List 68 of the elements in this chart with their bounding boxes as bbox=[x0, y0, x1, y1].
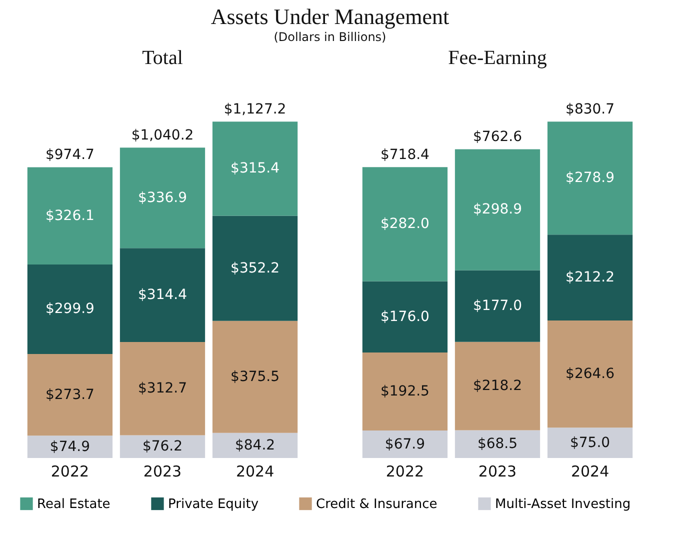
bar bbox=[27, 354, 113, 436]
bar bbox=[547, 428, 633, 458]
data-label: $67.9 bbox=[384, 436, 426, 452]
bar bbox=[362, 430, 448, 458]
bar bbox=[27, 167, 113, 264]
bar bbox=[547, 320, 633, 428]
data-label: $264.6 bbox=[566, 366, 615, 382]
data-label: $278.9 bbox=[566, 170, 615, 186]
x-tick-label: 2023 bbox=[143, 462, 182, 480]
x-tick-label: 2022 bbox=[386, 462, 424, 480]
legend-label: Multi-Asset Investing bbox=[495, 496, 631, 512]
legend-label: Real Estate bbox=[37, 496, 110, 512]
data-label: $212.2 bbox=[566, 270, 615, 286]
data-label: $282.0 bbox=[380, 216, 430, 232]
data-label: $299.9 bbox=[45, 301, 94, 318]
bar bbox=[454, 270, 540, 342]
bar bbox=[547, 122, 633, 235]
x-tick-label: 2024 bbox=[570, 462, 610, 480]
chart-title: Fee-Earning bbox=[448, 47, 547, 69]
data-label: $298.9 bbox=[473, 202, 522, 218]
total-label: $762.6 bbox=[473, 129, 522, 146]
bar bbox=[120, 148, 206, 248]
total-label: $718.4 bbox=[380, 147, 430, 164]
bar bbox=[212, 122, 298, 216]
total-label: $974.7 bbox=[45, 147, 94, 164]
bar bbox=[362, 281, 448, 353]
bar bbox=[547, 234, 633, 320]
data-label: $192.5 bbox=[380, 384, 430, 400]
bar bbox=[120, 248, 206, 342]
data-label: $68.5 bbox=[477, 436, 518, 452]
legend-label: Private Equity bbox=[168, 496, 259, 512]
bar bbox=[454, 430, 540, 458]
legend-label: Credit & Insurance bbox=[316, 496, 438, 512]
bar bbox=[212, 432, 298, 458]
chart-title: Total bbox=[142, 47, 184, 69]
data-label: $177.0 bbox=[473, 298, 522, 314]
text: (Dollars in Billions) bbox=[274, 30, 386, 44]
bar bbox=[120, 342, 206, 436]
x-tick-label: 2023 bbox=[478, 462, 517, 480]
total-label: $830.7 bbox=[566, 102, 615, 118]
data-label: $74.9 bbox=[50, 438, 90, 455]
data-label: $84.2 bbox=[234, 437, 276, 454]
data-label: $75.0 bbox=[570, 434, 610, 451]
data-label: $76.2 bbox=[142, 438, 183, 455]
total-label: $1,127.2 bbox=[224, 102, 286, 118]
text: Assets Under Management bbox=[210, 4, 450, 29]
data-label: $336.9 bbox=[138, 190, 187, 206]
data-label: $352.2 bbox=[230, 260, 280, 276]
data-label: $375.5 bbox=[230, 368, 280, 385]
bar bbox=[362, 352, 448, 431]
bar bbox=[362, 167, 448, 282]
data-label: $326.1 bbox=[45, 208, 94, 224]
bar bbox=[120, 435, 206, 458]
data-label: $273.7 bbox=[45, 386, 94, 403]
data-label: $176.0 bbox=[380, 308, 430, 325]
data-label: $315.4 bbox=[230, 160, 280, 177]
bar bbox=[27, 436, 113, 458]
bar bbox=[212, 320, 298, 433]
total-label: $1,040.2 bbox=[131, 128, 194, 144]
data-label: $218.2 bbox=[473, 378, 522, 394]
bar bbox=[212, 216, 298, 321]
data-label: $312.7 bbox=[138, 380, 187, 397]
x-tick-label: 2024 bbox=[236, 462, 274, 480]
x-tick-label: 2022 bbox=[50, 462, 90, 480]
bar bbox=[27, 264, 113, 354]
bar bbox=[454, 149, 540, 270]
bar bbox=[454, 342, 540, 430]
data-label: $314.4 bbox=[138, 287, 188, 304]
